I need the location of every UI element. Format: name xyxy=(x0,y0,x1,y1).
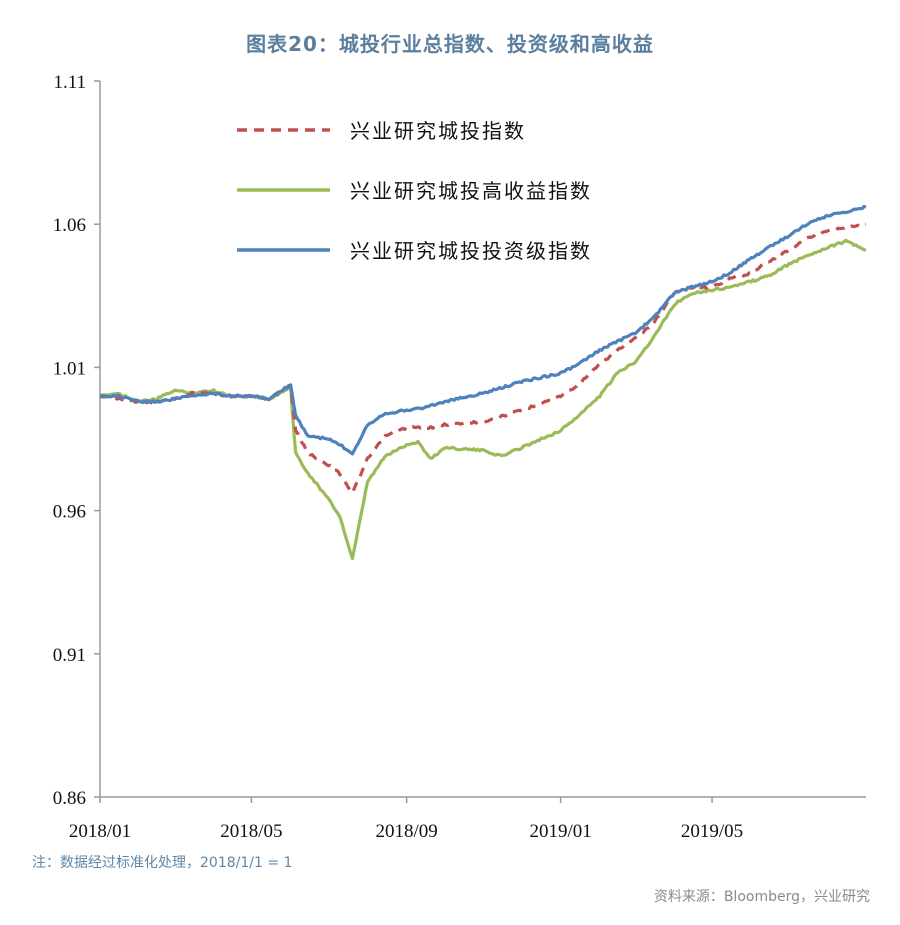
legend-label-2: 兴业研究城投投资级指数 xyxy=(350,239,592,263)
series-lines xyxy=(99,204,867,561)
legend-label-1: 兴业研究城投高收益指数 xyxy=(350,179,592,203)
series-line-2 xyxy=(99,204,867,456)
chart-source: 资料来源：Bloomberg，兴业研究 xyxy=(653,889,870,905)
y-tick-label: 0.96 xyxy=(53,502,86,523)
y-tick-label: 1.06 xyxy=(53,215,86,236)
axes: 0.86 0.91 0.96 1.01 1.06 1.11 2018/01 2018/05 20… xyxy=(53,72,866,842)
y-tick-label: 0.91 xyxy=(53,645,86,666)
x-tick-label: 2019/01 xyxy=(529,821,591,842)
y-tick-label: 1.01 xyxy=(53,358,86,379)
y-tick-label: 0.86 xyxy=(53,788,86,809)
series-line-1 xyxy=(99,238,867,561)
chart-title: 图表20：城投行业总指数、投资级和高收益 xyxy=(246,32,654,56)
x-tick-label: 2018/01 xyxy=(69,821,131,842)
x-tick-label: 2018/05 xyxy=(220,821,282,842)
legend-label-0: 兴业研究城投指数 xyxy=(350,119,526,143)
x-tick-label: 2018/09 xyxy=(376,821,438,842)
x-tick-label: 2019/05 xyxy=(681,821,743,842)
chart-note: 注：数据经过标准化处理，2018/1/1 = 1 xyxy=(32,855,293,871)
y-tick-label: 1.11 xyxy=(53,72,86,93)
series-line-0 xyxy=(99,222,867,495)
